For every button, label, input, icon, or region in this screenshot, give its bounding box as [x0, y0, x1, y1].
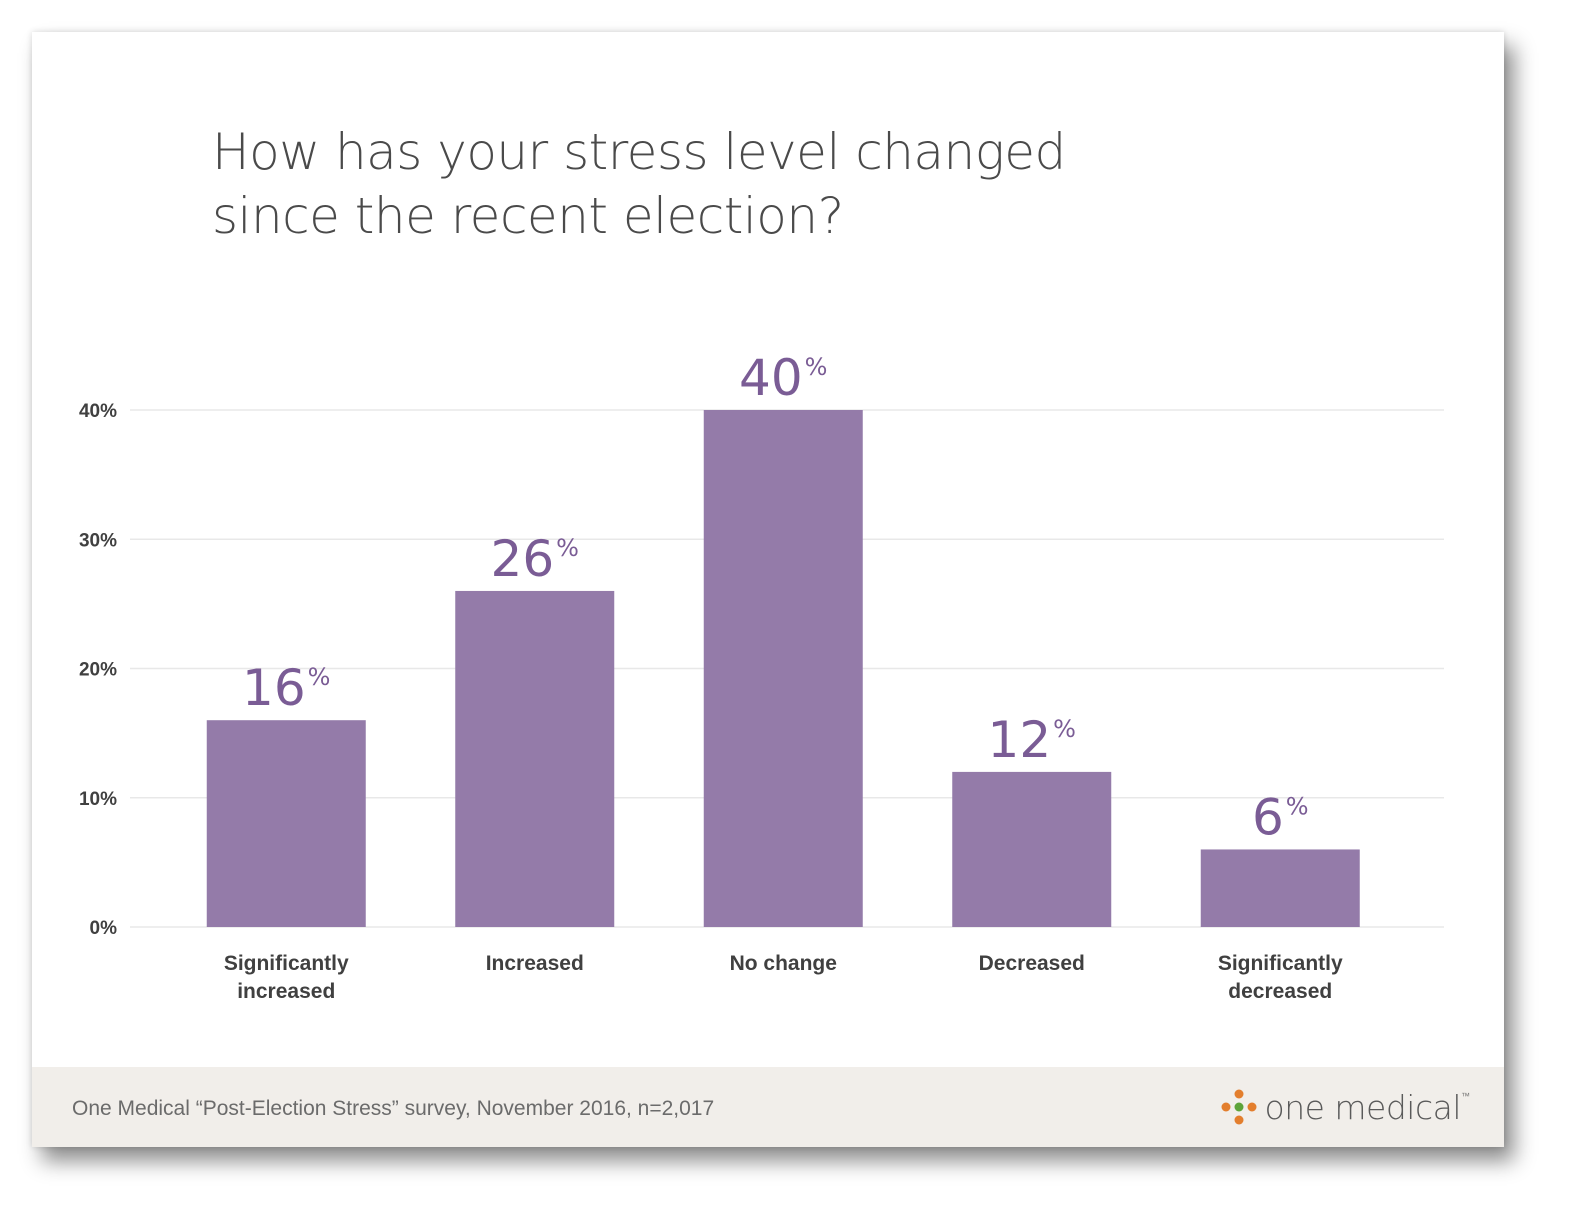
x-category-label: Increased	[486, 952, 584, 975]
bar	[1200, 849, 1360, 927]
y-tick-label: 30%	[79, 530, 117, 551]
x-category-label: Significantly	[1218, 952, 1343, 975]
source-note: One Medical “Post-Election Stress” surve…	[72, 1097, 715, 1120]
one-medical-logo: one medical ™	[1219, 1081, 1470, 1133]
y-tick-label: 10%	[79, 789, 117, 810]
bar-value-label: 26%	[491, 530, 579, 588]
chart-title-line-1: How has your stress level changed	[212, 123, 1066, 181]
bar-value-label: 6%	[1252, 788, 1309, 846]
y-tick-label: 20%	[79, 660, 117, 681]
logo-trademark: ™	[1461, 1091, 1470, 1101]
bar-chart: 0% 10% 20% 30% 40% 16% Significantly increased 2…	[79, 349, 1444, 1003]
x-category-label: decreased	[1228, 980, 1332, 1003]
x-category-label: Significantly	[224, 952, 349, 975]
x-category-label: No change	[730, 952, 837, 975]
chart-card: How has your stress level changed since …	[32, 32, 1504, 1147]
chart-title: How has your stress level changed since …	[212, 120, 1312, 248]
bar	[703, 410, 863, 927]
logo-wordmark: one medical	[1264, 1087, 1462, 1127]
bar-value-label: 40%	[739, 349, 827, 407]
x-category-label: Decreased	[979, 952, 1085, 975]
logo-dots-icon	[1221, 1089, 1256, 1125]
bar	[455, 590, 615, 927]
bar	[206, 720, 366, 927]
bar	[952, 771, 1112, 927]
y-tick-label: 0%	[90, 918, 118, 939]
x-category-label: increased	[237, 980, 335, 1003]
footer: One Medical “Post-Election Stress” surve…	[32, 1067, 1504, 1147]
bar-value-label: 12%	[988, 711, 1076, 769]
bar-value-label: 16%	[242, 659, 330, 717]
y-tick-label: 40%	[79, 401, 117, 422]
chart-title-line-2: since the recent election?	[212, 187, 844, 245]
